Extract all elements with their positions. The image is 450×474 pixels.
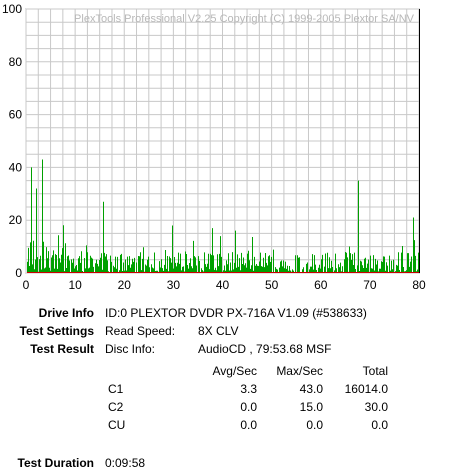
grid-lines xyxy=(25,8,420,274)
y-tick-label: 20 xyxy=(9,213,23,227)
x-tick-label: 20 xyxy=(118,278,132,292)
y-tick-label: 0 xyxy=(15,266,22,280)
row-c2-avg: 0.0 xyxy=(240,400,257,414)
c1-error-chart: 0 20 40 60 80 100 0 10 20 30 40 50 60 70 80 PlexTools… xyxy=(2,2,426,292)
row-cu-avg: 0.0 xyxy=(240,418,257,432)
chart-title: PlexTools Professional V2.25 Copyright (… xyxy=(74,13,415,25)
row-c2-name: C2 xyxy=(108,400,124,414)
header-total: Total xyxy=(362,364,388,378)
row-c2-total: 30.0 xyxy=(364,400,388,414)
test-duration-label: Test Duration xyxy=(17,456,94,470)
row-cu-max: 0.0 xyxy=(306,418,323,432)
c1-bars xyxy=(27,159,419,273)
x-tick-label: 0 xyxy=(23,278,30,292)
x-axis-ticks: 0 10 20 30 40 50 60 70 80 xyxy=(23,278,426,292)
x-tick-label: 80 xyxy=(412,278,426,292)
y-tick-label: 80 xyxy=(9,55,23,69)
x-tick-label: 10 xyxy=(68,278,82,292)
row-cu-total: 0.0 xyxy=(371,418,388,432)
y-tick-label: 100 xyxy=(2,2,22,16)
test-result-label: Test Result xyxy=(30,342,94,356)
read-speed-label: Read Speed: xyxy=(105,324,176,338)
row-c1-total: 16014.0 xyxy=(344,382,388,396)
drive-info-label: Drive Info xyxy=(38,306,94,320)
y-tick-label: 60 xyxy=(9,108,23,122)
header-avg: Avg/Sec xyxy=(212,364,257,378)
test-duration-value: 0:09:58 xyxy=(105,456,146,470)
read-speed-value: 8X CLV xyxy=(198,324,239,338)
header-max: Max/Sec xyxy=(276,364,323,378)
x-tick-label: 70 xyxy=(363,278,377,292)
x-tick-label: 40 xyxy=(216,278,230,292)
test-settings-label: Test Settings xyxy=(19,324,94,338)
row-c2-max: 15.0 xyxy=(299,400,323,414)
row-c1-avg: 3.3 xyxy=(240,382,257,396)
disc-info-label: Disc Info: xyxy=(105,342,156,356)
row-cu-name: CU xyxy=(108,418,126,432)
x-tick-label: 30 xyxy=(167,278,181,292)
row-c1-max: 43.0 xyxy=(299,382,323,396)
x-tick-label: 50 xyxy=(265,278,279,292)
y-tick-label: 40 xyxy=(9,160,23,174)
x-tick-label: 60 xyxy=(314,278,328,292)
disc-info-value: AudioCD , 79:53.68 MSF xyxy=(198,342,332,356)
y-axis-ticks: 0 20 40 60 80 100 xyxy=(2,2,22,280)
row-c1-name: C1 xyxy=(108,382,124,396)
drive-info-value: ID:0 PLEXTOR DVDR PX-716A V1.09 (#538633… xyxy=(105,306,367,320)
